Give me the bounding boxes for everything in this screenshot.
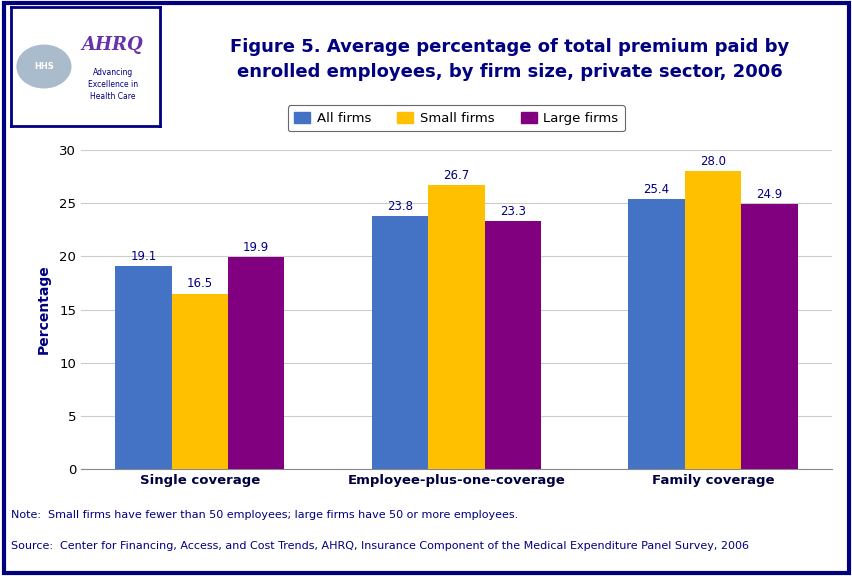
Text: 23.3: 23.3 [499, 205, 525, 218]
Bar [428, 185, 484, 469]
Text: HHS: HHS [34, 62, 54, 71]
Text: 23.8: 23.8 [387, 200, 412, 213]
Text: AHRQ: AHRQ [82, 36, 143, 54]
Bar [740, 204, 797, 469]
Bar [371, 216, 428, 469]
Circle shape [17, 46, 71, 88]
Text: Note:  Small firms have fewer than 50 employees; large firms have 50 or more emp: Note: Small firms have fewer than 50 emp… [11, 510, 518, 520]
Y-axis label: Percentage: Percentage [37, 265, 51, 354]
Bar [115, 266, 171, 469]
Bar [484, 221, 540, 469]
Text: 28.0: 28.0 [699, 155, 725, 168]
Bar [171, 294, 227, 469]
Text: Source:  Center for Financing, Access, and Cost Trends, AHRQ, Insurance Componen: Source: Center for Financing, Access, an… [11, 541, 748, 551]
Text: 19.1: 19.1 [130, 250, 156, 263]
Text: 26.7: 26.7 [443, 169, 469, 182]
Bar [628, 199, 684, 469]
Bar [684, 171, 740, 469]
Text: Advancing
Excellence in
Health Care: Advancing Excellence in Health Care [88, 68, 137, 101]
Text: Figure 5. Average percentage of total premium paid by
enrolled employees, by fir: Figure 5. Average percentage of total pr… [230, 39, 788, 81]
Text: 24.9: 24.9 [756, 188, 781, 201]
Text: 16.5: 16.5 [187, 278, 213, 290]
Text: 19.9: 19.9 [243, 241, 269, 254]
Bar [227, 257, 284, 469]
Text: 25.4: 25.4 [642, 183, 669, 196]
Legend: All firms, Small firms, Large firms: All firms, Small firms, Large firms [287, 105, 625, 131]
